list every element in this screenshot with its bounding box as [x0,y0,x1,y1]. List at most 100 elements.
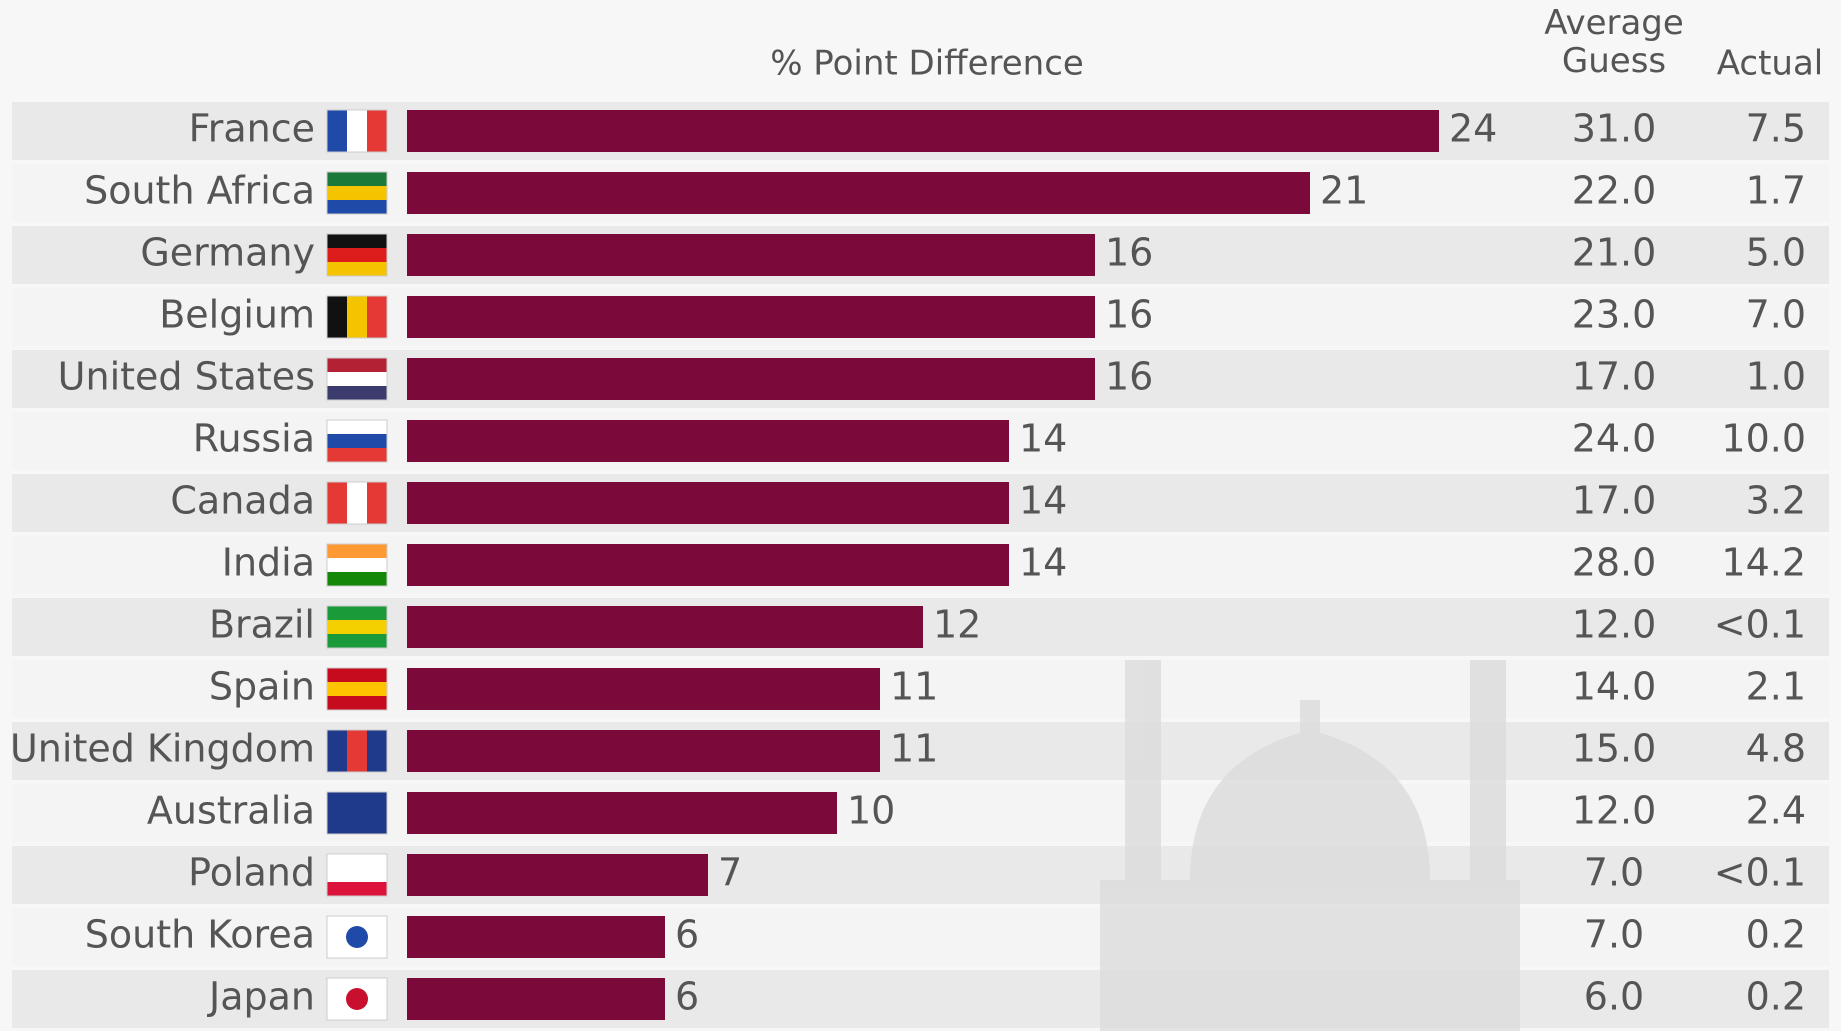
value-label: 6 [675,913,699,957]
flag-stripe [327,386,387,400]
flag-stripe [327,110,347,152]
flag-stripe [327,806,387,820]
flag-stripe [327,868,387,882]
flag [326,543,388,587]
flag-stripe [327,448,387,462]
flag-stripe [327,544,387,558]
flag-stripe [327,634,387,648]
flag-stripe [347,730,367,772]
mosque-watermark [1100,660,1520,1031]
value-label: 12 [933,603,981,647]
flag [326,295,388,339]
table-cell: 17.0 [1572,355,1657,399]
flag-stripe [347,110,367,152]
flag [326,729,388,773]
flag-stripe [327,372,387,386]
flag-border [326,481,388,525]
bar [407,978,665,1020]
flag [326,667,388,711]
bar [407,296,1095,338]
table-cell: 31.0 [1572,107,1657,151]
flag-border [326,419,388,463]
category-label: Germany [140,231,315,275]
flag-stripe [327,696,387,710]
table-cell: 7.0 [1746,293,1806,337]
bar [407,482,1009,524]
flag [326,419,388,463]
flag-stripe [327,916,387,930]
flag-stripe [327,296,347,338]
category-label: United Kingdom [10,727,315,771]
flag-stripe [327,820,387,834]
table-cell: 0.2 [1746,913,1806,957]
flag [326,791,388,835]
flag-stripe [327,944,387,958]
flag-stripe [347,482,367,524]
table-cell: 14.2 [1721,541,1806,585]
flag-border [326,295,388,339]
value-label: 21 [1320,169,1368,213]
value-label: 14 [1019,541,1067,585]
chart-title: % Point Difference [770,44,1084,84]
table-cell: 4.8 [1746,727,1806,771]
bar [407,544,1009,586]
value-label: 11 [890,665,938,709]
category-label: United States [58,355,315,399]
category-label: India [222,541,315,585]
column-header: Actual [1717,44,1824,84]
category-label: Russia [193,417,315,461]
table-cell: 3.2 [1746,479,1806,523]
bar [407,420,1009,462]
flag-stripe [327,854,387,868]
table-cell: 15.0 [1572,727,1657,771]
table-cell: 7.5 [1746,107,1806,151]
bar [407,358,1095,400]
flag-border [326,543,388,587]
flag-stripe [327,172,387,186]
value-label: 16 [1105,355,1153,399]
table-cell: 7.0 [1584,913,1644,957]
table-cell: 5.0 [1746,231,1806,275]
flag-stripe [327,200,387,214]
row-band [12,660,1829,718]
value-label: 24 [1449,107,1497,151]
flag-border [326,915,388,959]
flag [326,109,388,153]
flag-stripe [327,620,387,634]
bar [407,730,880,772]
category-label: Spain [209,665,315,709]
table-cell: 1.0 [1746,355,1806,399]
table-cell: 1.7 [1746,169,1806,213]
flag-border [326,233,388,277]
value-label: 6 [675,975,699,1019]
flag-border [326,853,388,897]
flag-border [326,357,388,401]
flag-stripe [327,234,387,248]
table-cell: 24.0 [1572,417,1657,461]
flag-stripe [327,978,387,992]
flag-stripe [327,358,387,372]
plot: France 24 31.0 7.5 South Africa 21 22.0 1.7 Germ… [10,107,1806,1021]
flag-stripe [327,420,387,434]
table-cell: 7.0 [1584,851,1644,895]
bar [407,172,1310,214]
flag-stripe [327,606,387,620]
category-label: Poland [188,851,315,895]
category-label: South Africa [84,169,315,213]
flag-stripe [327,792,387,806]
category-label: Belgium [159,293,315,337]
table-cell: 2.4 [1746,789,1806,833]
category-label: France [189,107,315,151]
flag-border [326,605,388,649]
table-cell: 6.0 [1584,975,1644,1019]
bar [407,606,923,648]
table-cell: 12.0 [1572,603,1657,647]
bar [407,234,1095,276]
table-cell: 28.0 [1572,541,1657,585]
table-cell: 0.2 [1746,975,1806,1019]
flag [326,605,388,649]
bar [407,668,880,710]
table-cell: <0.1 [1714,851,1806,895]
flag-border [326,667,388,711]
